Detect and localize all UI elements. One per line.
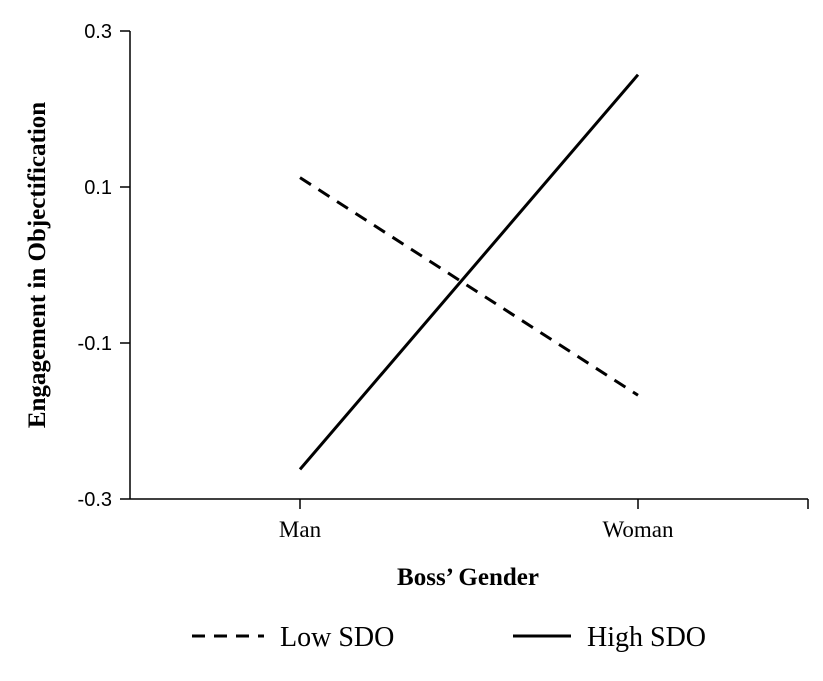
series-line-low-sdo xyxy=(299,176,639,397)
legend-label: Low SDO xyxy=(280,622,394,653)
series-line-high-sdo xyxy=(298,73,640,471)
y-tick-label: 0.1 xyxy=(84,177,112,199)
x-axis-title: Boss’ Gender xyxy=(397,564,539,591)
x-ticks: Man Woman xyxy=(279,499,809,542)
y-ticks: 0.3 0.1 -0.1 -0.3 xyxy=(78,21,130,511)
y-tick-label: 0.3 xyxy=(84,21,112,43)
legend-label: High SDO xyxy=(587,622,706,653)
axes xyxy=(129,31,808,500)
series-layer xyxy=(298,73,640,471)
x-tick-label: Man xyxy=(279,517,322,542)
x-tick-label: Woman xyxy=(603,517,674,542)
y-tick-label: -0.3 xyxy=(78,489,112,511)
y-axis-title: Engagement in Objectification xyxy=(24,102,51,428)
y-tick-label: -0.1 xyxy=(78,333,112,355)
legend: Low SDO High SDO xyxy=(192,622,706,653)
